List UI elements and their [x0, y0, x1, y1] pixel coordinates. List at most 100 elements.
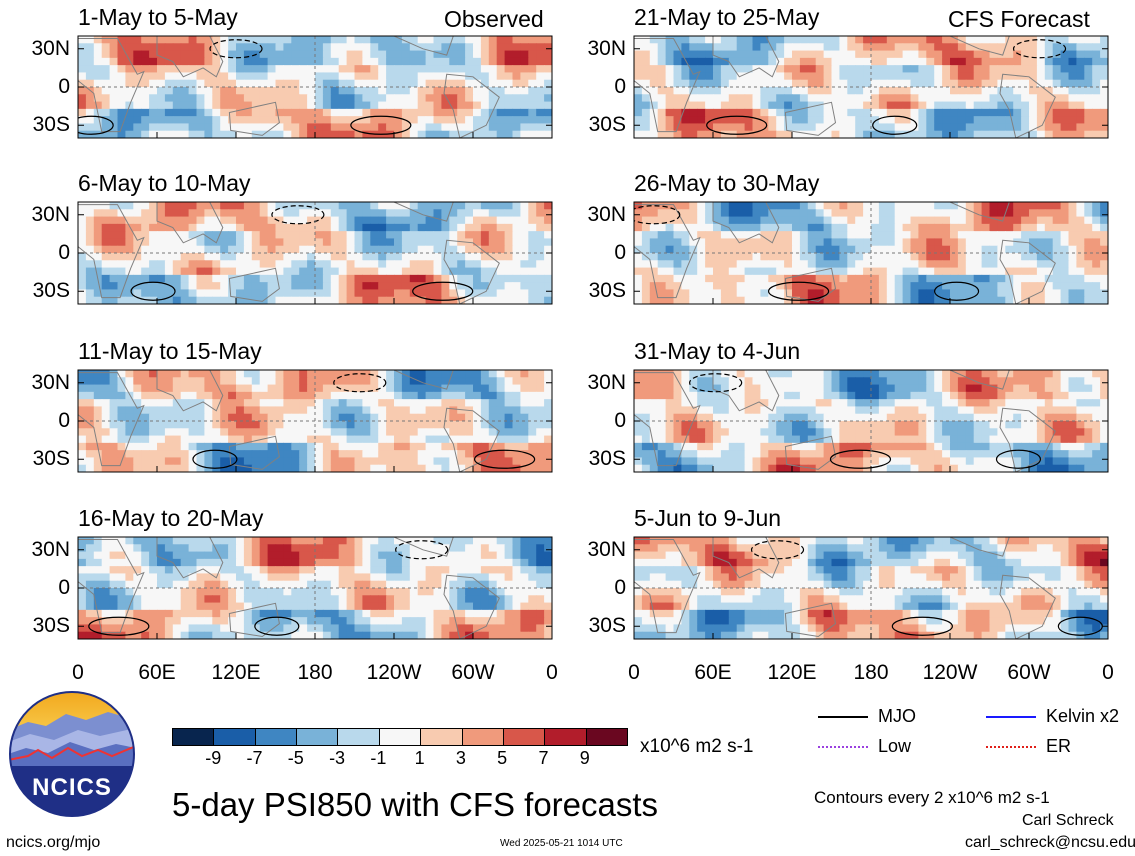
field-cell	[133, 253, 142, 261]
field-cell	[1092, 72, 1101, 81]
field-cell	[512, 406, 521, 415]
field-cell	[370, 588, 379, 596]
field-cell	[291, 399, 300, 408]
field-cell	[1100, 245, 1108, 254]
field-cell	[236, 209, 245, 218]
field-cell	[878, 87, 888, 95]
field-cell	[934, 245, 943, 254]
field-cell	[855, 79, 864, 88]
field-cell	[141, 457, 150, 466]
field-cell	[1068, 202, 1077, 210]
field-cell	[259, 428, 269, 437]
field-cell	[673, 253, 682, 261]
field-cell	[894, 50, 904, 59]
field-cell	[291, 296, 300, 304]
field-cell	[839, 108, 848, 117]
field-cell	[149, 260, 158, 269]
field-cell	[362, 116, 371, 125]
field-cell	[149, 253, 158, 261]
field-cell	[520, 602, 529, 611]
field-cell	[449, 238, 458, 247]
field-cell	[291, 238, 300, 247]
field-cell	[85, 57, 95, 66]
field-cell	[855, 36, 864, 44]
field-cell	[386, 602, 395, 611]
field-cell	[465, 421, 474, 429]
field-cell	[354, 450, 363, 459]
mjo-contour	[130, 281, 176, 301]
field-cell	[220, 450, 229, 459]
field-cell	[815, 202, 825, 210]
field-cell	[299, 209, 308, 218]
field-cell	[228, 384, 237, 393]
field-cell	[362, 450, 371, 459]
field-cell	[315, 573, 324, 582]
field-cell	[164, 595, 174, 604]
field-cell	[204, 384, 213, 393]
field-cell	[512, 595, 521, 604]
field-cell	[291, 370, 300, 378]
field-cell	[401, 442, 411, 451]
field-cell	[457, 421, 466, 429]
field-cell	[902, 267, 912, 276]
field-cell	[394, 108, 403, 117]
field-cell	[386, 580, 395, 589]
field-cell	[362, 130, 371, 138]
field-cell	[378, 57, 387, 66]
field-cell	[839, 94, 848, 103]
field-cell	[220, 108, 229, 117]
field-cell	[141, 202, 150, 210]
field-cell	[1076, 274, 1085, 283]
field-cell	[496, 43, 506, 52]
field-cell	[157, 435, 166, 444]
field-cell	[528, 245, 537, 254]
field-cell	[528, 202, 537, 210]
field-cell	[378, 94, 387, 103]
field-cell	[1021, 209, 1030, 218]
field-cell	[322, 631, 332, 639]
field-cell	[989, 216, 998, 225]
field-cell	[433, 50, 442, 59]
field-cell	[457, 289, 466, 298]
field-cell	[236, 216, 245, 225]
field-cell	[449, 566, 458, 575]
field-cell	[855, 101, 864, 110]
field-cell	[433, 399, 442, 408]
field-cell	[997, 108, 1006, 117]
field-cell	[488, 464, 498, 472]
field-cell	[465, 116, 474, 125]
field-cell	[871, 260, 880, 269]
field-cell	[544, 399, 552, 408]
field-cell	[665, 245, 675, 254]
field-cell	[212, 202, 221, 210]
field-cell	[125, 238, 134, 247]
field-cell	[950, 123, 959, 132]
field-cell	[354, 544, 363, 553]
field-cell	[164, 36, 174, 44]
field-cell	[536, 50, 545, 59]
field-cell	[473, 428, 482, 437]
field-cell	[386, 50, 395, 59]
field-cell	[673, 87, 682, 95]
field-cell	[744, 130, 754, 138]
field-cell	[267, 79, 277, 88]
field-cell	[934, 50, 943, 59]
field-cell	[488, 296, 498, 304]
field-cell	[157, 267, 166, 276]
field-cell	[681, 209, 690, 218]
field-cell	[125, 123, 134, 132]
field-cell	[346, 450, 356, 459]
field-cell	[504, 267, 514, 276]
field-cell	[228, 202, 237, 210]
field-cell	[275, 260, 284, 269]
field-cell	[634, 123, 643, 132]
field-cell	[973, 79, 983, 88]
field-cell	[236, 202, 245, 210]
field-cell	[1068, 101, 1077, 110]
field-cell	[465, 442, 474, 451]
field-cell	[386, 101, 395, 110]
field-cell	[902, 65, 912, 74]
field-cell	[228, 617, 237, 626]
field-cell	[536, 384, 545, 393]
field-cell	[957, 36, 967, 44]
